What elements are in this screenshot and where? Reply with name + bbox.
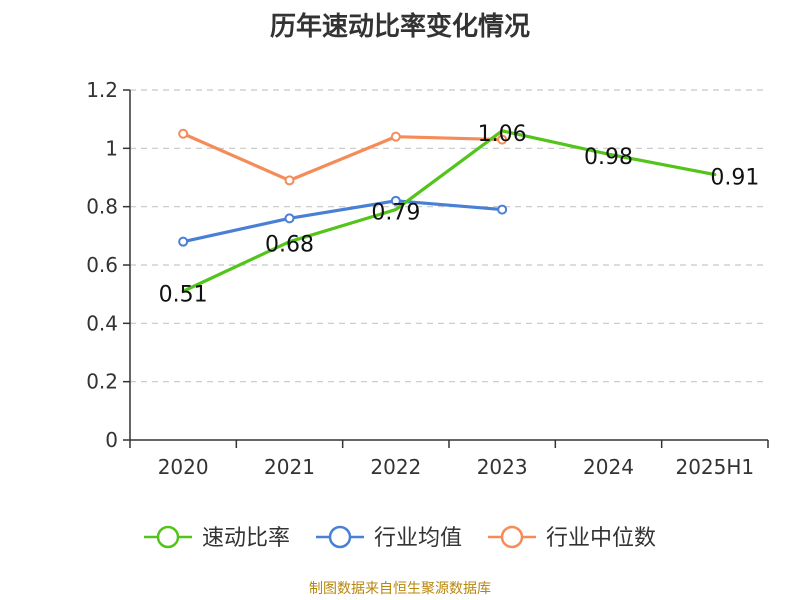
x-tick-label: 2025H1 bbox=[675, 455, 754, 479]
y-tick-label: 1 bbox=[105, 136, 118, 160]
source-footer: 制图数据来自恒生聚源数据库 bbox=[309, 581, 491, 597]
y-tick-label: 0.6 bbox=[86, 253, 118, 277]
y-tick-label: 0.2 bbox=[86, 370, 118, 394]
series-line-1 bbox=[181, 199, 504, 244]
x-tick-label: 2024 bbox=[583, 455, 634, 479]
data-label: 0.79 bbox=[371, 201, 420, 226]
data-label: 1.06 bbox=[478, 122, 527, 147]
x-tick-label: 2021 bbox=[264, 455, 315, 479]
legend-label: 速动比率 bbox=[202, 526, 290, 551]
series-point bbox=[497, 204, 508, 215]
series-point bbox=[284, 175, 295, 186]
series-point bbox=[284, 213, 295, 224]
grid-lines bbox=[130, 89, 768, 383]
legend-label: 行业中位数 bbox=[546, 526, 656, 551]
y-tick-label: 0 bbox=[105, 428, 118, 452]
x-tick-label: 2023 bbox=[477, 455, 528, 479]
data-label: 0.68 bbox=[265, 233, 314, 258]
legend-label: 行业均值 bbox=[374, 526, 462, 551]
legend-item: 行业均值 bbox=[316, 525, 462, 551]
series-lines bbox=[178, 128, 717, 293]
series-point bbox=[497, 134, 508, 145]
y-tick-label: 0.4 bbox=[86, 311, 118, 335]
data-label: 0.91 bbox=[710, 166, 759, 191]
y-tick-label: 1.2 bbox=[86, 78, 118, 102]
data-label: 0.98 bbox=[584, 145, 633, 170]
series-point bbox=[390, 195, 401, 206]
legend-item: 行业中位数 bbox=[488, 525, 656, 551]
legend-marker bbox=[328, 525, 352, 549]
x-tick-label: 2020 bbox=[158, 455, 209, 479]
x-tick-label: 2022 bbox=[370, 455, 421, 479]
legend-marker bbox=[500, 525, 524, 549]
y-tick-label: 0.8 bbox=[86, 195, 118, 219]
series-point bbox=[390, 131, 401, 142]
series-line-2 bbox=[181, 132, 504, 183]
series-line-0 bbox=[181, 129, 717, 293]
series-point bbox=[178, 236, 189, 247]
axes: 0 0.2 0.4 0.6 0.8 1 1.2 2020 2021 2022 2023 2024 202… bbox=[86, 78, 769, 479]
legend-marker bbox=[156, 525, 180, 549]
data-labels: 0.51 0.68 0.79 1.06 0.98 0.91 bbox=[159, 122, 760, 307]
data-label: 0.51 bbox=[159, 282, 208, 307]
series-point bbox=[178, 128, 189, 139]
legend: 速动比率 行业均值 行业中位数 bbox=[144, 525, 656, 551]
chart-title: 历年速动比率变化情况 bbox=[269, 12, 530, 42]
legend-item: 速动比率 bbox=[144, 525, 290, 551]
